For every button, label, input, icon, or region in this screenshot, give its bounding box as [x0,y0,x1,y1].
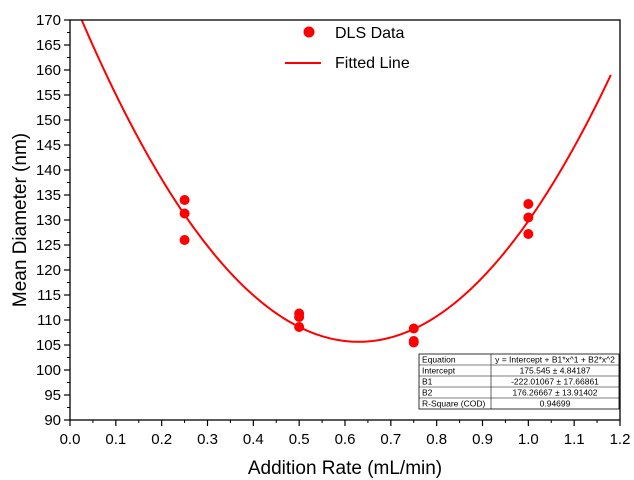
y-tick-label: 160 [36,62,61,79]
y-tick-label: 90 [44,412,61,429]
y-tick-label: 130 [36,212,61,229]
fit-table: Equation y = Intercept + B1*x^1 + B2*x^2 I… [418,353,620,410]
legend-label-fit: Fitted Line [335,55,410,72]
x-tick-label: 0.4 [243,431,264,448]
data-point [179,208,190,219]
fit-table-label: B2 [422,388,433,398]
data-point [523,229,534,239]
fit-table-label: Intercept [422,366,456,376]
data-point [179,195,190,205]
y-tick-label: 115 [37,287,61,304]
y-tick-label: 140 [36,162,61,179]
data-point [294,312,305,322]
fit-table-label: Equation [422,355,456,365]
fit-table-label: B1 [422,377,433,387]
fit-table-value: y = Intercept + B1*x^1 + B2*x^2 [495,355,615,365]
y-tick-label: 155 [36,87,61,104]
fit-table-value: 176.26667 ± 13.91402 [512,388,597,398]
data-point [523,212,534,223]
legend-label-dls: DLS Data [335,25,404,42]
x-tick-label: 0.6 [335,431,356,448]
fit-table-value: 0.94699 [540,399,571,409]
legend-marker-dls [303,26,315,38]
x-tick-label: 0.9 [472,431,493,448]
legend: DLS Data Fitted Line [285,25,410,72]
x-tick-label: 1.2 [610,431,631,448]
data-point [408,337,419,348]
y-tick-label: 150 [36,112,61,129]
fit-table-label: R-Square (COD) [422,399,485,409]
x-tick-label: 0.3 [197,431,218,448]
y-tick-label: 110 [37,312,61,329]
fit-table-value: -222.01067 ± 17.66861 [511,377,599,387]
data-point [179,235,190,245]
fitted-line [80,20,612,343]
y-tick-label: 95 [44,387,61,404]
x-tick-label: 0.5 [289,431,310,448]
y-axis-title: Mean Diameter (nm) [10,133,31,307]
y-tick-label: 145 [36,137,61,154]
data-point [294,322,305,332]
fit-table-frame [418,353,620,410]
fit-table-value: 175.545 ± 4.84187 [520,366,591,376]
y-tick-label: 170 [36,12,61,29]
data-point [523,199,534,209]
x-tick-label: 0.0 [60,431,81,448]
y-tick-label: 135 [36,187,61,204]
x-tick-label: 0.2 [151,431,172,448]
y-tick-label: 120 [36,262,61,279]
x-axis-title: Addition Rate (mL/min) [248,458,442,479]
x-tick-label: 1.1 [564,431,585,448]
x-tick-label: 0.8 [426,431,447,448]
x-tick-label: 0.7 [380,431,401,448]
y-tick-label: 100 [36,362,61,379]
data-point [408,323,419,334]
y-tick-label: 125 [36,237,61,254]
x-tick-label: 0.1 [105,431,126,448]
y-tick-label: 105 [36,337,61,354]
y-tick-label: 165 [36,37,61,54]
x-tick-label: 1.0 [518,431,539,448]
